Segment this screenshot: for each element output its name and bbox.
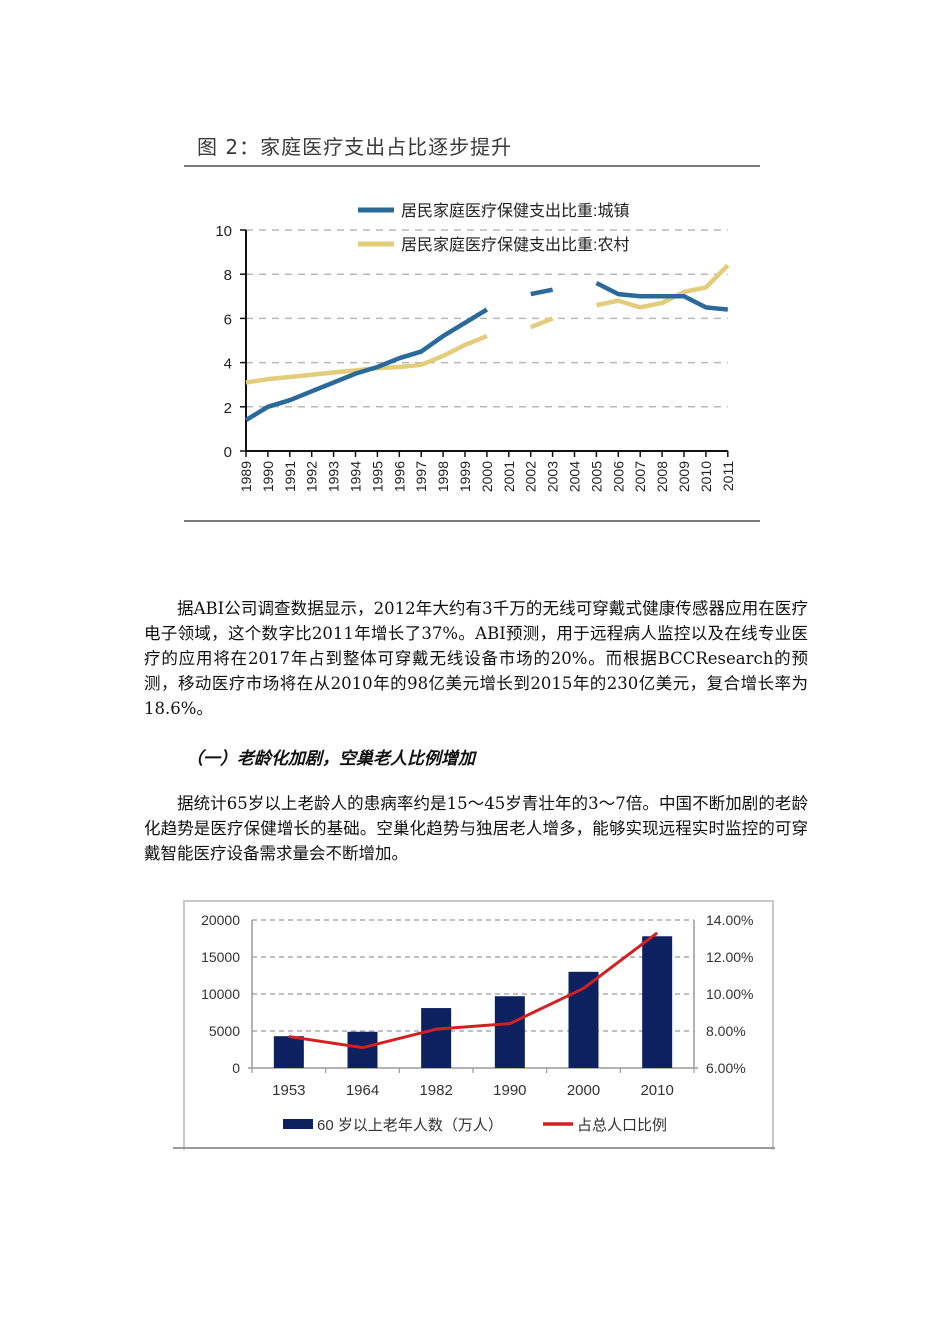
right-y-tick-label: 14.00%	[706, 912, 753, 928]
left-y-tick-label: 20000	[201, 912, 240, 928]
x-tick-label: 1992	[304, 461, 320, 492]
elderly-population-combo-chart: 0 5000 10000 15000 20000 6.00% 8.00% 10.00% 12.0…	[201, 912, 753, 1134]
x-tick-label: 2009	[676, 461, 692, 492]
x-tick-label: 2010	[698, 461, 714, 492]
paragraph-text: 据ABI公司调查数据显示，2012年大约有3千万的无线可穿戴式健康传感器应用在医…	[144, 599, 808, 718]
x-tick-label: 1994	[348, 461, 364, 492]
legend-label: 居民家庭医疗保健支出比重:城镇	[401, 202, 629, 220]
x-category-label: 1953	[272, 1082, 305, 1099]
x-tick-label: 2002	[523, 461, 539, 492]
x-tick-label: 2000	[479, 461, 495, 492]
x-tick-label: 2001	[501, 461, 517, 492]
population-bar	[273, 1036, 304, 1068]
x-tick-label: 2003	[545, 461, 561, 492]
paragraph-text: 据统计65岁以上老龄人的患病率约是15～45岁青壮年的3～7倍。中国不断加剧的老…	[144, 794, 808, 863]
x-category-label: 2000	[567, 1082, 600, 1099]
urban-series-line	[595, 281, 729, 312]
x-category-label: 1990	[493, 1082, 526, 1099]
y-tick-label: 4	[224, 356, 232, 373]
legend-label: 居民家庭医疗保健支出比重:农村	[401, 236, 629, 254]
right-y-tick-label: 12.00%	[706, 949, 753, 965]
x-tick-label: 2008	[654, 461, 670, 492]
right-y-tick-label: 8.00%	[706, 1023, 746, 1039]
population-bar	[421, 1008, 452, 1068]
y-tick-label: 2	[224, 400, 232, 417]
population-bar	[642, 936, 673, 1068]
x-tick-label: 1993	[326, 461, 342, 492]
paragraph-aging: 据统计65岁以上老龄人的患病率约是15～45岁青壮年的3～7倍。中国不断加剧的老…	[144, 791, 808, 866]
expense-ratio-line-chart: 0 2 4 6 8 10 1989 1990 1991 1992 1993 1994 1995 1996 1…	[215, 202, 736, 492]
legend-label: 60 岁以上老年人数（万人）	[317, 1117, 503, 1134]
x-category-label: 2010	[640, 1082, 673, 1099]
x-tick-label: 2007	[632, 461, 648, 492]
x-tick-label: 1989	[238, 461, 254, 492]
y-tick-label: 6	[224, 311, 232, 328]
x-tick-label: 1990	[260, 461, 276, 492]
x-tick-label: 1998	[435, 461, 451, 492]
x-tick-label: 1997	[413, 461, 429, 492]
left-y-tick-label: 5000	[209, 1023, 240, 1039]
paragraph-abi-market: 据ABI公司调查数据显示，2012年大约有3千万的无线可穿戴式健康传感器应用在医…	[144, 596, 808, 721]
x-tick-label: 1995	[369, 461, 385, 492]
x-category-label: 1964	[346, 1082, 379, 1099]
section-heading: （一）老龄化加剧，空巢老人比例增加	[186, 749, 475, 769]
legend-label: 占总人口比例	[577, 1117, 667, 1134]
rural-series-line	[595, 263, 730, 310]
population-bar	[568, 971, 599, 1068]
population-bar	[494, 996, 525, 1068]
x-tick-label: 1991	[282, 461, 298, 492]
population-ratio-line	[288, 931, 659, 1050]
left-y-tick-label: 15000	[201, 949, 240, 965]
x-tick-label: 2004	[567, 461, 583, 492]
legend-swatch-bar	[283, 1119, 313, 1129]
figure-title: 图 2：家庭医疗支出占比逐步提升	[197, 135, 513, 159]
population-bar	[347, 1031, 378, 1068]
chart2-bottom-rule	[173, 1147, 775, 1149]
right-y-tick-label: 10.00%	[706, 986, 753, 1002]
rural-series-line	[529, 316, 554, 330]
y-tick-label: 8	[224, 267, 232, 284]
figure-top-rule	[184, 165, 760, 167]
x-tick-label: 2011	[720, 461, 736, 491]
left-y-tick-label: 0	[232, 1060, 240, 1076]
urban-series-line	[244, 307, 489, 422]
x-tick-label: 1999	[457, 461, 473, 492]
left-y-tick-label: 10000	[201, 986, 240, 1002]
y-tick-label: 0	[224, 444, 232, 461]
x-tick-label: 2005	[588, 461, 604, 492]
x-category-label: 1982	[419, 1082, 452, 1099]
x-tick-label: 2006	[610, 461, 626, 492]
x-tick-label: 1996	[391, 461, 407, 492]
urban-series-line	[530, 287, 554, 297]
figure-bottom-rule	[184, 520, 760, 522]
rural-series-line	[245, 333, 488, 385]
y-tick-label: 10	[215, 223, 232, 240]
elderly-population-chart-frame	[183, 900, 774, 1150]
right-y-tick-label: 6.00%	[706, 1060, 746, 1076]
